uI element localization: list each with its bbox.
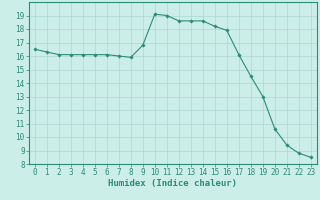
X-axis label: Humidex (Indice chaleur): Humidex (Indice chaleur) <box>108 179 237 188</box>
